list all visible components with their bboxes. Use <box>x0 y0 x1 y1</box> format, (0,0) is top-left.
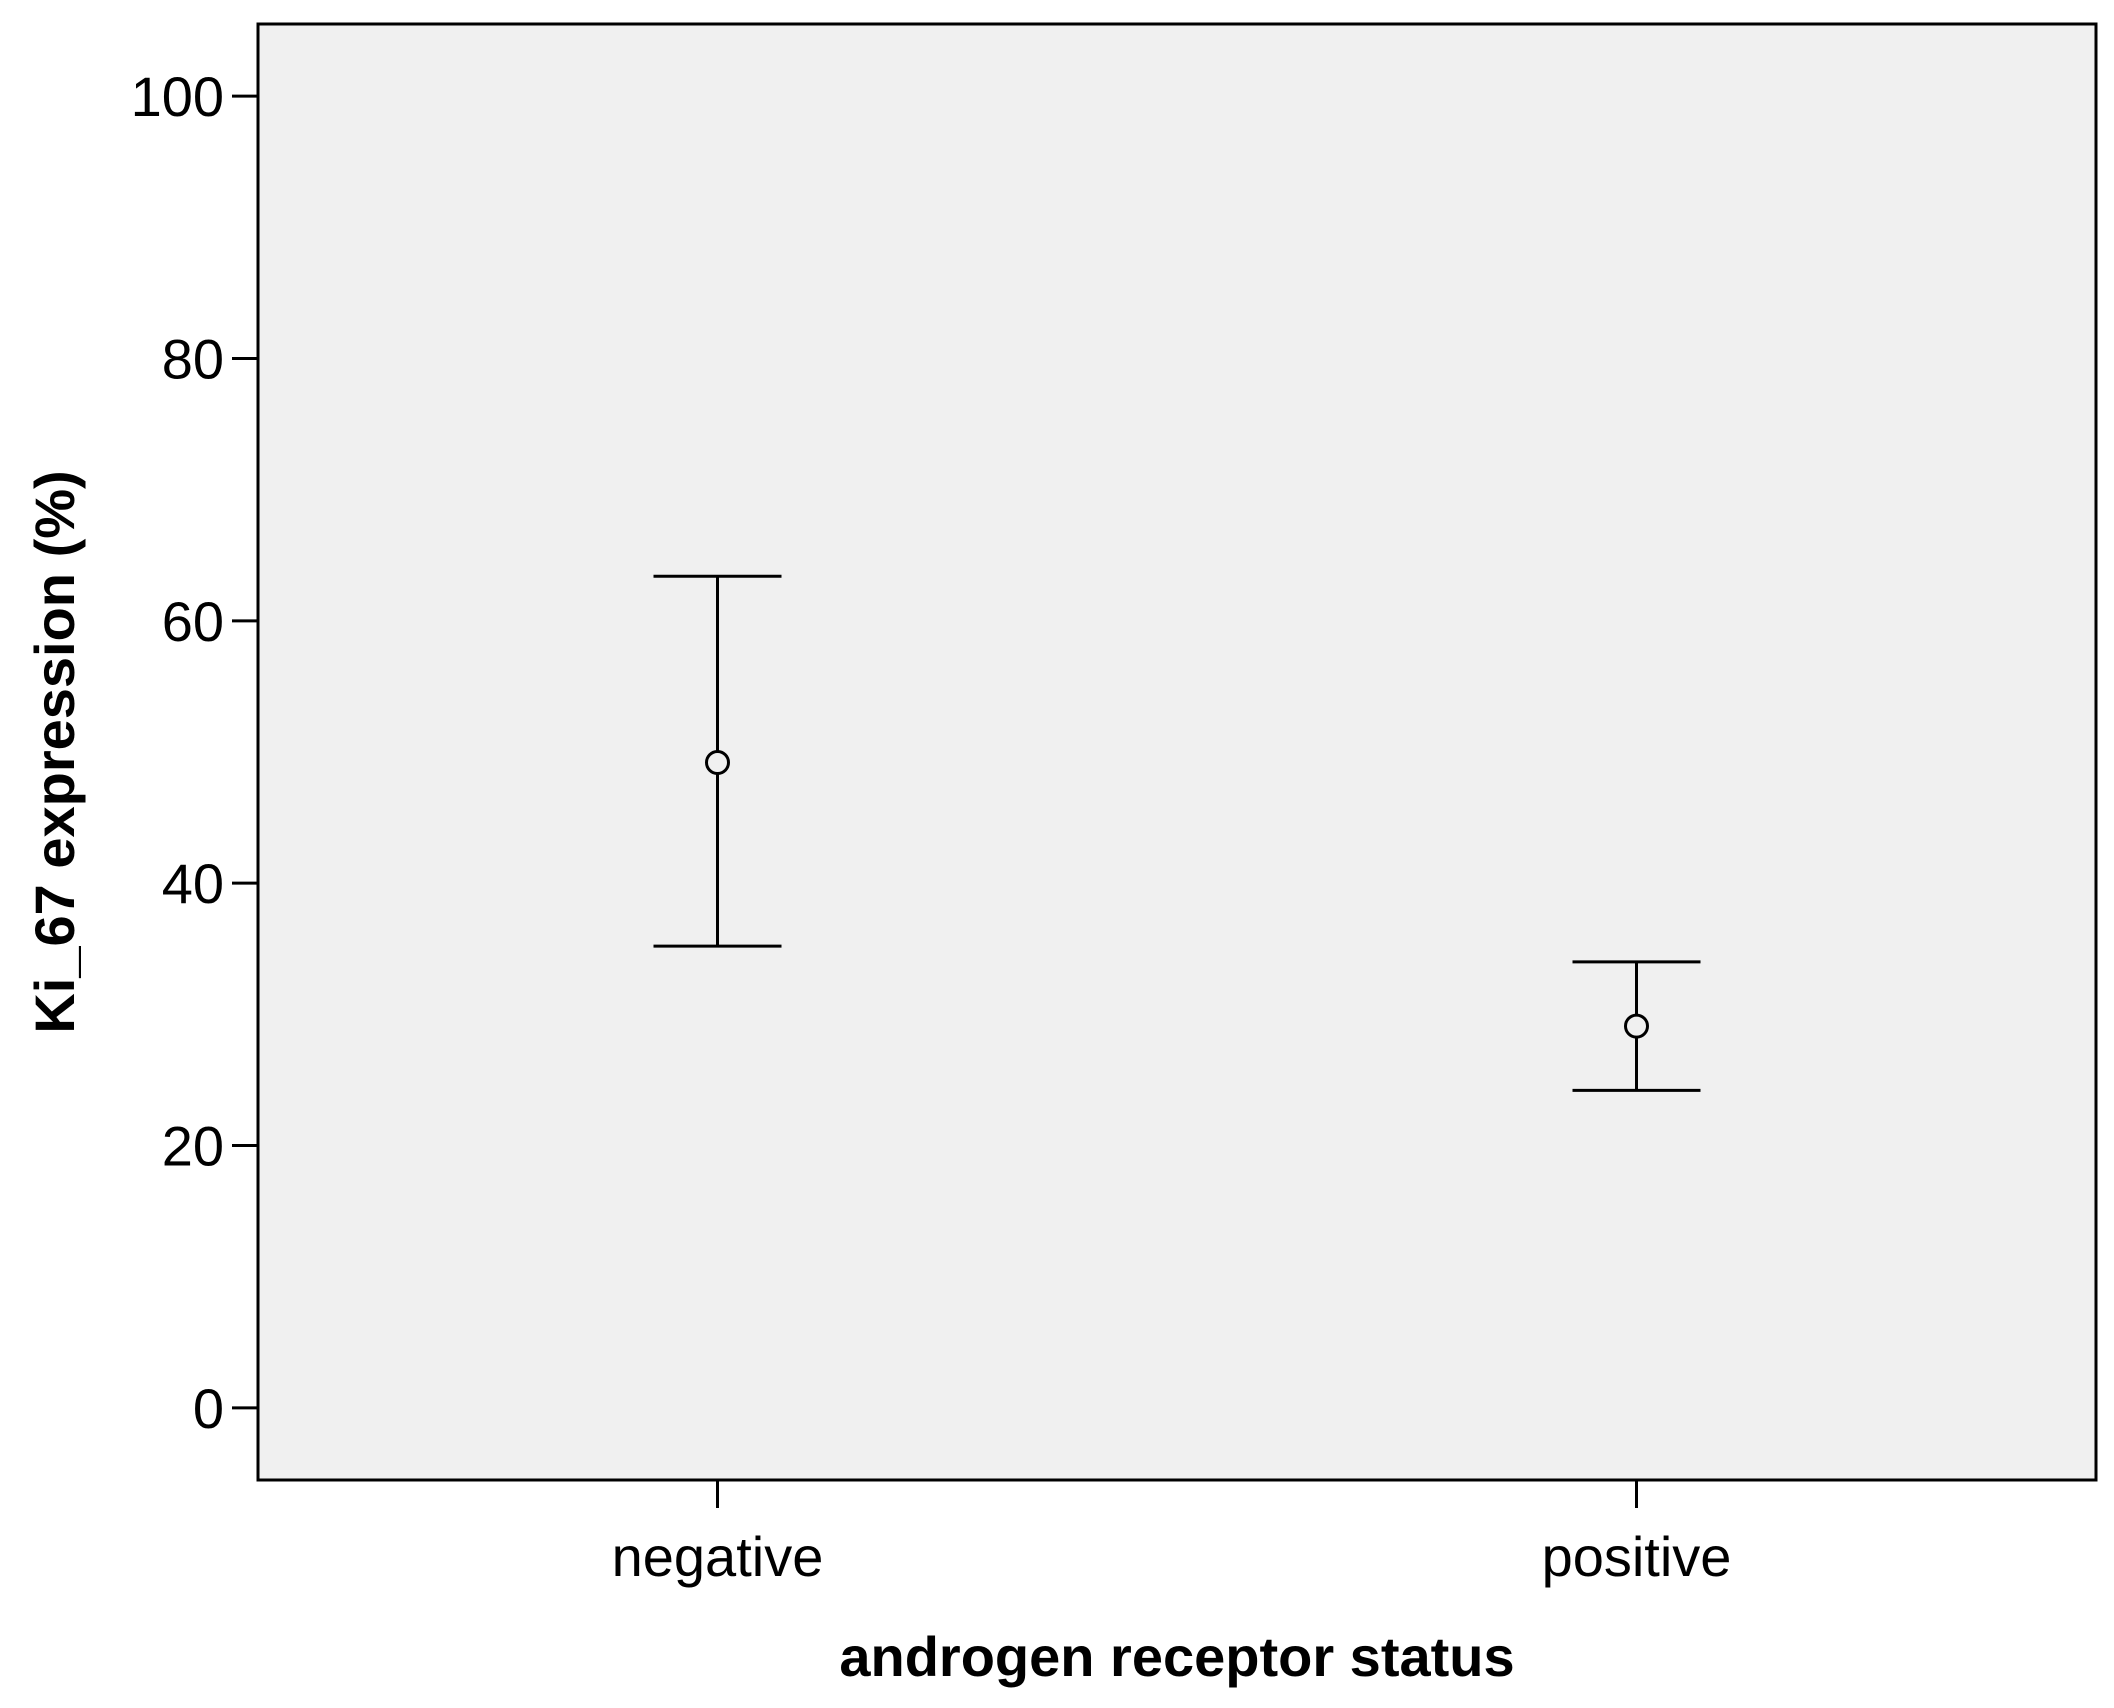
y-tick-label: 40 <box>162 852 224 915</box>
y-axis-title: Ki_67 expression (%) <box>23 470 86 1033</box>
y-tick-label: 80 <box>162 327 224 390</box>
y-tick-label: 20 <box>162 1115 224 1178</box>
y-axis: 0 20 40 60 80 100 <box>131 65 258 1440</box>
error-bars <box>653 574 1701 1092</box>
error-bar-positive <box>1572 960 1701 1092</box>
mean-point <box>1624 1013 1649 1039</box>
x-tick-label: negative <box>612 1525 824 1588</box>
x-axis: negative positive <box>612 1480 1732 1588</box>
mean-point <box>705 749 730 775</box>
y-tick-label: 100 <box>131 65 224 128</box>
y-tick-label: 60 <box>162 590 224 653</box>
x-axis-title: androgen receptor status <box>839 1625 1514 1688</box>
plot-area <box>256 22 2098 1482</box>
y-tick-label: 0 <box>193 1377 224 1440</box>
error-bar-negative <box>653 574 782 948</box>
x-tick-label: positive <box>1542 1525 1732 1588</box>
